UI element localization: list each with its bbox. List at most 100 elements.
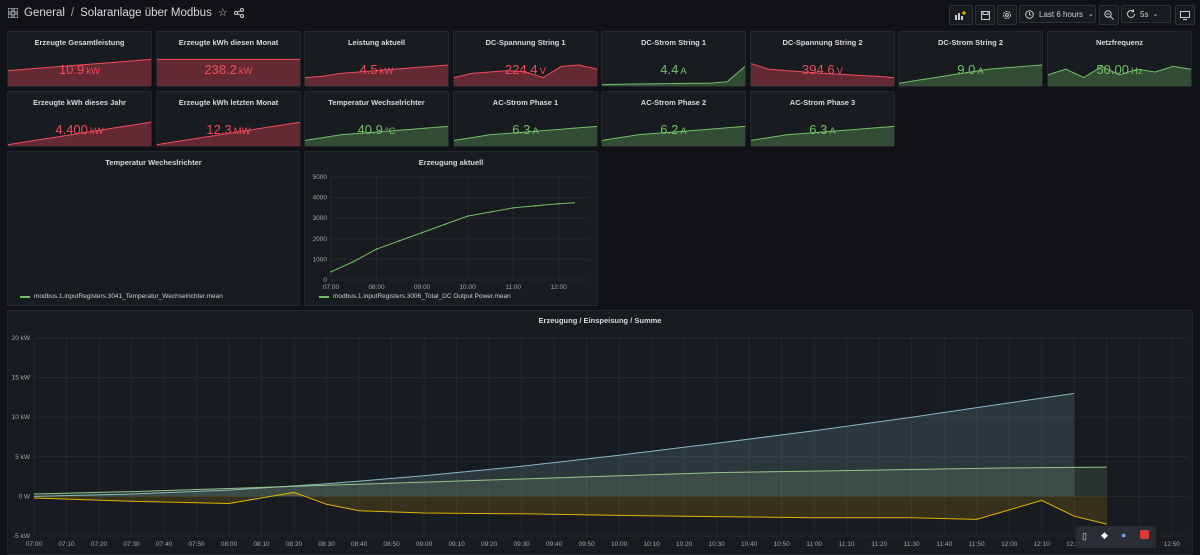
energy-balance-panel[interactable]: Erzeugung / Einspeisung / Summe 20 kW 15 … [7,310,1193,555]
x-tick-label: 10:30 [709,541,726,548]
stat-number: 9.0 [957,62,976,77]
data-point [557,202,560,205]
stat-panel[interactable]: Netzfrequenz 50.00 Hz [1047,31,1192,87]
y-tick-label: 3000 [313,215,328,222]
data-point [352,260,355,263]
stat-title: Erzeugte kWh letzten Monat [178,98,279,107]
stat-value: 50.00 Hz [1048,62,1191,77]
refresh-icon [1127,9,1135,18]
x-tick-label: 11:30 [904,541,920,548]
sparkline-area [8,59,151,86]
zoom-out-button[interactable] [1099,5,1119,25]
stat-unit: kW [86,66,101,77]
sparkline-area [1048,66,1191,86]
chart-legend[interactable]: modbus.1.inputRegisters.3041_Temperatur_… [20,293,223,300]
sparkline [454,64,597,86]
stat-panel[interactable]: Leistung aktuell 4.5 kW [304,31,449,87]
x-tick-label: 12:20 [1066,541,1083,548]
stat-panel[interactable]: Temperatur Wechselrichter 40.9 °C [304,91,449,147]
refresh-picker[interactable]: 5s ⌄ [1121,5,1171,23]
stat-number: 40.9 [357,122,383,137]
x-tick-label: 11:10 [839,541,855,548]
stat-title: Erzeugte kWh diesen Monat [178,38,279,47]
series-line [330,202,574,273]
time-range-picker[interactable]: Last 6 hours ⌄ [1019,5,1096,23]
legend-label: modbus.1.inputRegisters.3006_Total_DC Ou… [333,293,511,300]
stat-panel[interactable]: Erzeugte kWh dieses Jahr 4.400 kW [7,91,152,147]
stat-value: 10.9 kW [8,62,151,77]
stat-panel[interactable]: AC-Strom Phase 1 6.3 A [453,91,598,147]
series-line [33,466,1107,495]
x-tick-label: 09:00 [416,541,433,548]
breadcrumb-root[interactable]: General [24,6,65,19]
data-point [512,207,514,209]
network-icon[interactable]: ● [1121,530,1127,540]
stat-number: 224.4 [505,62,538,77]
data-point [398,240,401,242]
data-point [375,248,378,250]
data-point [573,201,575,204]
apps-icon [8,7,18,18]
stat-panel[interactable]: Erzeugte Gesamtleistung 10.9 kW [7,31,152,87]
system-tray: ▯ ◆ ● [1076,526,1156,548]
stat-panel[interactable]: AC-Strom Phase 3 6.3 A [750,91,895,147]
x-tick-label: 12:50 [1164,541,1181,548]
stat-panel[interactable]: DC-Strom String 1 4.4 A [601,31,746,87]
stat-unit: A [977,66,984,77]
zoom-out-icon [1104,10,1114,20]
x-tick-label: 08:10 [253,541,270,548]
sparkline-area [157,59,300,86]
sparkline-line [751,125,894,141]
stat-value: 224.4 V [454,62,597,77]
power-chart: 0 1000 2000 3000 4000 5000 07:00 08:00 09:00 10:0… [313,174,589,291]
stat-title: DC-Spannung String 1 [485,38,566,47]
stat-panel[interactable]: DC-Strom String 2 9.0 A [898,31,1043,87]
stat-value: 6.3 A [751,122,894,137]
stat-panel[interactable]: Erzeugte kWh diesen Monat 238.2 kW [156,31,301,87]
x-tick-label: 07:00 [323,284,340,291]
stat-title: Leistung aktuell [347,38,406,47]
notification-icon[interactable] [1140,530,1149,539]
x-tick-label: 08:00 [368,284,385,291]
stat-panel[interactable]: AC-Strom Phase 2 6.2 A [601,91,746,147]
temperature-chart-panel[interactable]: Temperatur Wecheslrichter 2530354007:000… [7,151,300,306]
stat-number: 4.400 [55,122,88,137]
stat-number: 4.5 [359,62,378,77]
x-tick-label: 09:10 [448,541,465,548]
sparkline-area [454,126,597,146]
x-tick-label: 12:10 [1034,541,1051,548]
stat-title: Erzeugte kWh dieses Jahr [33,98,126,107]
share-icon[interactable] [233,7,244,18]
stat-value: 6.2 A [602,122,745,137]
x-tick-label: 09:20 [481,541,498,548]
stat-unit: MW [233,126,251,137]
stat-number: 6.3 [809,122,828,137]
chart-legend[interactable]: modbus.1.inputRegisters.3006_Total_DC Ou… [319,293,511,300]
stat-panel[interactable]: Erzeugte kWh letzten Monat 12.3 MW [156,91,301,147]
y-tick-label: 1000 [313,256,328,263]
usb-icon[interactable]: ▯ [1082,531,1087,541]
power-chart-panel[interactable]: Erzeugung aktuell 0 1000 2000 3000 4000 5000 0… [304,151,598,306]
data-point [466,215,469,217]
settings-button[interactable] [997,5,1017,25]
stat-panel[interactable]: DC-Spannung String 2 394.6 V [750,31,895,87]
tv-mode-button[interactable] [1175,5,1195,25]
sparkline-area [602,66,745,86]
chevron-down-icon: ⌄ [1152,11,1159,18]
star-icon[interactable]: ☆ [217,7,228,19]
stat-value: 4.4 A [602,62,745,77]
stat-title: Erzeugte Gesamtleistung [34,38,125,47]
sparkline-area [899,65,1042,86]
x-tick-label: 07:30 [123,541,140,548]
x-tick-label: 09:50 [578,541,595,548]
sparkline-line [899,64,1042,84]
stat-panel[interactable]: DC-Spannung String 1 224.4 V [453,31,598,87]
sparkline-line [751,63,894,79]
save-dashboard-button[interactable] [975,5,995,25]
add-panel-button[interactable] [949,5,973,25]
x-tick-label: 11:00 [806,541,822,548]
y-tick-label: 20 kW [12,335,31,342]
shield-icon[interactable]: ◆ [1101,530,1108,540]
dashboard-title[interactable]: Solaranlage über Modbus [80,6,212,19]
